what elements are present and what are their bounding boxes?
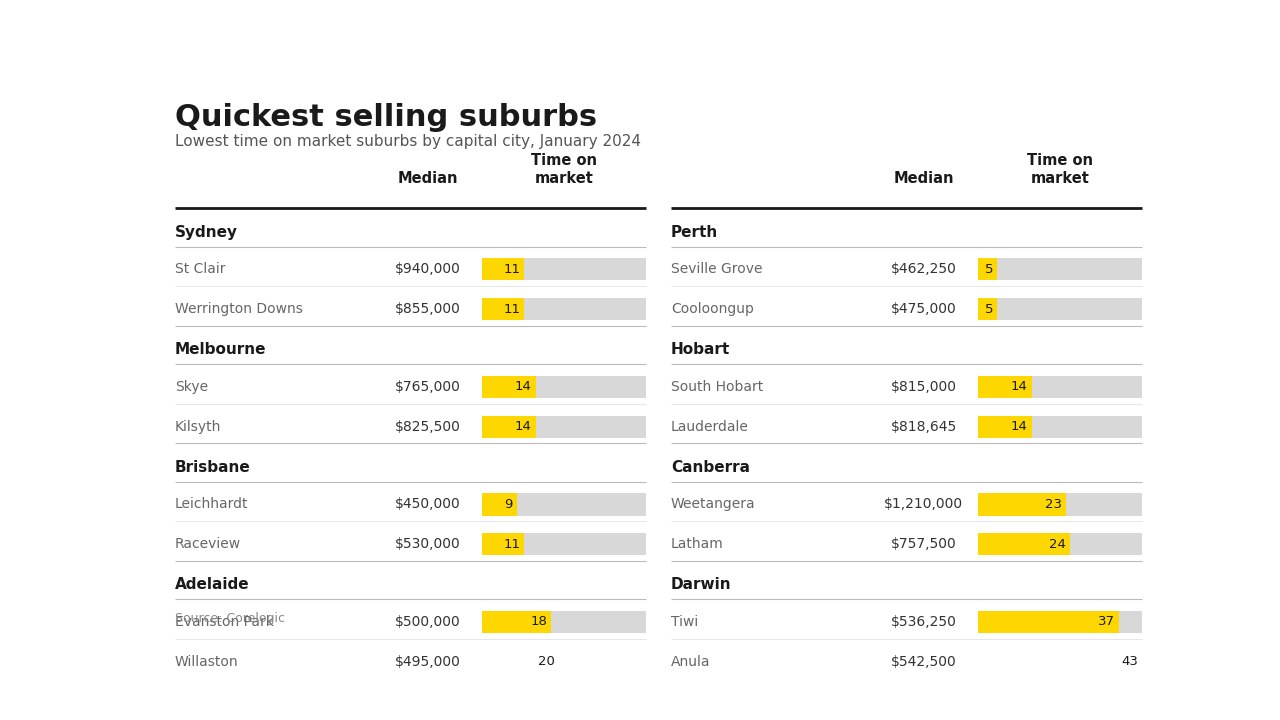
FancyBboxPatch shape — [978, 415, 1142, 438]
Text: Lowest time on market suburbs by capital city, January 2024: Lowest time on market suburbs by capital… — [175, 133, 641, 148]
Text: 18: 18 — [530, 616, 547, 629]
Text: Source: Corelogic: Source: Corelogic — [175, 612, 285, 625]
Text: Time on
market: Time on market — [531, 153, 598, 186]
Text: Hobart: Hobart — [671, 342, 730, 357]
Text: $536,250: $536,250 — [891, 615, 956, 629]
FancyBboxPatch shape — [483, 376, 646, 398]
Text: $940,000: $940,000 — [396, 262, 461, 276]
Text: 11: 11 — [503, 538, 520, 551]
Text: Werrington Downs: Werrington Downs — [175, 302, 303, 316]
FancyBboxPatch shape — [483, 493, 517, 516]
Text: $462,250: $462,250 — [891, 262, 956, 276]
Text: 14: 14 — [1011, 380, 1028, 393]
Text: Cooloongup: Cooloongup — [671, 302, 754, 316]
Text: $475,000: $475,000 — [891, 302, 956, 316]
FancyBboxPatch shape — [483, 611, 646, 633]
FancyBboxPatch shape — [978, 415, 1032, 438]
FancyBboxPatch shape — [978, 298, 1142, 320]
FancyBboxPatch shape — [483, 415, 646, 438]
FancyBboxPatch shape — [483, 611, 550, 633]
Text: Median: Median — [893, 171, 954, 186]
Text: $500,000: $500,000 — [396, 615, 461, 629]
Text: Evanston Park: Evanston Park — [175, 615, 274, 629]
Text: South Hobart: South Hobart — [671, 380, 763, 394]
Text: 11: 11 — [503, 303, 520, 316]
Text: 5: 5 — [986, 263, 993, 276]
FancyBboxPatch shape — [483, 493, 646, 516]
FancyBboxPatch shape — [978, 651, 1142, 673]
Text: 43: 43 — [1121, 655, 1138, 668]
FancyBboxPatch shape — [978, 534, 1070, 555]
Text: 5: 5 — [986, 303, 993, 316]
FancyBboxPatch shape — [483, 534, 525, 555]
FancyBboxPatch shape — [483, 258, 646, 280]
Text: Quickest selling suburbs: Quickest selling suburbs — [175, 103, 596, 132]
Text: Darwin: Darwin — [671, 577, 731, 593]
FancyBboxPatch shape — [978, 493, 1142, 516]
Text: St Clair: St Clair — [175, 262, 225, 276]
Text: Weetangera: Weetangera — [671, 498, 755, 511]
Text: $818,645: $818,645 — [891, 420, 957, 434]
FancyBboxPatch shape — [978, 493, 1066, 516]
Text: $450,000: $450,000 — [396, 498, 461, 511]
Text: Kilsyth: Kilsyth — [175, 420, 221, 434]
Text: Sydney: Sydney — [175, 225, 238, 240]
Text: 20: 20 — [538, 655, 554, 668]
Text: Latham: Latham — [671, 537, 723, 552]
FancyBboxPatch shape — [978, 258, 1142, 280]
Text: 24: 24 — [1048, 538, 1066, 551]
Text: Time on
market: Time on market — [1028, 153, 1093, 186]
FancyBboxPatch shape — [978, 376, 1032, 398]
Text: $495,000: $495,000 — [396, 655, 461, 669]
FancyBboxPatch shape — [483, 298, 646, 320]
Text: Leichhardt: Leichhardt — [175, 498, 248, 511]
FancyBboxPatch shape — [483, 415, 536, 438]
FancyBboxPatch shape — [483, 534, 646, 555]
Text: Lauderdale: Lauderdale — [671, 420, 749, 434]
Text: Willaston: Willaston — [175, 655, 238, 669]
Text: Adelaide: Adelaide — [175, 577, 250, 593]
Text: $1,210,000: $1,210,000 — [884, 498, 964, 511]
Text: 37: 37 — [1098, 616, 1115, 629]
Text: $542,500: $542,500 — [891, 655, 956, 669]
Text: Canberra: Canberra — [671, 460, 750, 474]
Text: Raceview: Raceview — [175, 537, 241, 552]
Text: $855,000: $855,000 — [396, 302, 461, 316]
Text: 14: 14 — [515, 420, 531, 433]
FancyBboxPatch shape — [483, 258, 525, 280]
Text: Brisbane: Brisbane — [175, 460, 251, 474]
Text: 14: 14 — [515, 380, 531, 393]
Text: 23: 23 — [1044, 498, 1062, 511]
Text: 14: 14 — [1011, 420, 1028, 433]
Text: Median: Median — [398, 171, 458, 186]
FancyBboxPatch shape — [483, 651, 558, 673]
Text: Seville Grove: Seville Grove — [671, 262, 763, 276]
Text: Perth: Perth — [671, 225, 718, 240]
Text: $530,000: $530,000 — [396, 537, 461, 552]
Text: Melbourne: Melbourne — [175, 342, 266, 357]
FancyBboxPatch shape — [978, 534, 1142, 555]
Text: Tiwi: Tiwi — [671, 615, 698, 629]
FancyBboxPatch shape — [483, 651, 646, 673]
FancyBboxPatch shape — [483, 376, 536, 398]
Text: $757,500: $757,500 — [891, 537, 956, 552]
FancyBboxPatch shape — [483, 298, 525, 320]
FancyBboxPatch shape — [978, 376, 1142, 398]
FancyBboxPatch shape — [978, 651, 1142, 673]
FancyBboxPatch shape — [978, 258, 997, 280]
Text: Anula: Anula — [671, 655, 710, 669]
Text: Skye: Skye — [175, 380, 209, 394]
Text: $765,000: $765,000 — [396, 380, 461, 394]
Text: 11: 11 — [503, 263, 520, 276]
Text: $825,500: $825,500 — [396, 420, 461, 434]
Text: 9: 9 — [504, 498, 513, 511]
FancyBboxPatch shape — [978, 298, 997, 320]
Text: $815,000: $815,000 — [891, 380, 957, 394]
FancyBboxPatch shape — [978, 611, 1142, 633]
FancyBboxPatch shape — [978, 611, 1119, 633]
